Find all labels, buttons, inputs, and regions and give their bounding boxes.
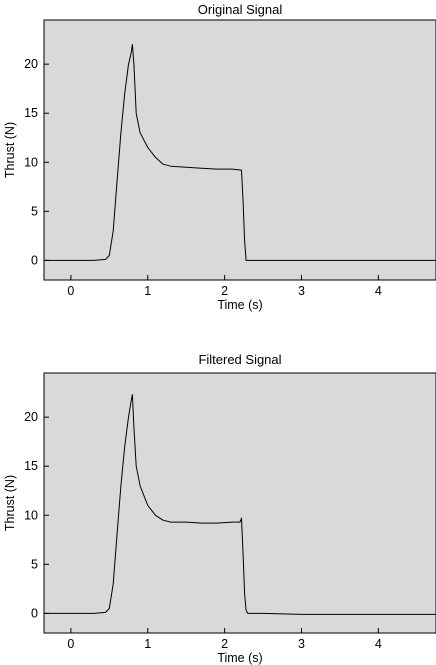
x-tick-label: 3 (298, 637, 305, 651)
series-line (44, 44, 436, 261)
x-axis-label: Time (s) (217, 651, 262, 665)
y-tick-label: 20 (24, 410, 38, 424)
series-line (44, 394, 436, 615)
chart-title: Filtered Signal (198, 352, 281, 367)
x-tick-label: 1 (144, 637, 151, 651)
y-tick-label: 5 (31, 557, 38, 571)
x-tick-label: 2 (221, 284, 228, 298)
y-axis-ticks: 0 5 10 15 20 (24, 410, 49, 620)
y-axis-label: Thrust (N) (3, 122, 17, 178)
y-axis-label: Thrust (N) (3, 475, 17, 531)
x-axis-label: Time (s) (217, 298, 262, 312)
x-tick-label: 0 (67, 284, 74, 298)
x-tick-label: 2 (221, 637, 228, 651)
plot-area (43, 372, 436, 634)
x-tick-label: 4 (375, 637, 382, 651)
y-tick-label: 20 (24, 57, 38, 71)
x-axis-ticks: 0 1 2 3 4 (67, 275, 382, 298)
chart-title: Original Signal (198, 2, 283, 17)
y-tick-label: 0 (31, 606, 38, 620)
y-tick-label: 5 (31, 204, 38, 218)
y-tick-label: 10 (24, 508, 38, 522)
x-axis-ticks: 0 1 2 3 4 (67, 628, 382, 651)
y-tick-label: 15 (24, 106, 38, 120)
x-tick-label: 4 (375, 284, 382, 298)
y-axis-ticks: 0 5 10 15 20 (24, 57, 49, 267)
y-tick-label: 0 (31, 253, 38, 267)
x-tick-label: 1 (144, 284, 151, 298)
x-tick-label: 3 (298, 284, 305, 298)
y-tick-label: 10 (24, 155, 38, 169)
plot-area (43, 19, 436, 281)
x-tick-label: 0 (67, 637, 74, 651)
y-tick-label: 15 (24, 459, 38, 473)
